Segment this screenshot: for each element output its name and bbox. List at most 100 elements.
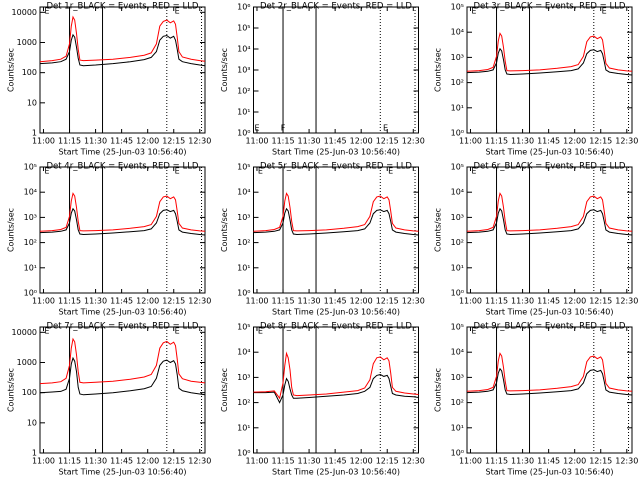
x-tick-label: 12:00	[136, 457, 159, 466]
x-tick-label: 12:00	[350, 137, 373, 146]
x-axis-label: Start Time (25-Jun-03 10:56:40)	[272, 148, 400, 157]
annotation: E	[258, 166, 263, 175]
x-tick-label: 11:30	[298, 297, 321, 306]
x-tick-label: 11:00	[245, 297, 268, 306]
x-tick-label: 11:45	[324, 457, 347, 466]
y-tick-label: 10000	[12, 328, 37, 337]
y-tick-label: 10¹	[451, 423, 464, 432]
y-tick-label: 10⁵	[451, 163, 464, 172]
series-line	[39, 337, 206, 385]
series-line	[253, 192, 419, 232]
y-axis-label: Counts/sec	[220, 208, 229, 252]
x-tick-label: 11:00	[459, 457, 482, 466]
x-tick-label: 12:00	[350, 297, 373, 306]
x-tick-label: 12:15	[589, 137, 612, 146]
annotation: E	[388, 326, 393, 335]
annotation: E	[471, 6, 476, 15]
x-tick-label: 12:30	[615, 137, 638, 146]
y-tick-label: 10⁰	[451, 449, 464, 458]
y-axis-label: Counts/sec	[7, 368, 16, 412]
series-line	[466, 352, 633, 392]
y-tick-label: 10⁰	[24, 289, 37, 298]
x-tick-label: 11:30	[298, 137, 321, 146]
annotation: E	[175, 327, 180, 336]
x-tick-label: 11:15	[485, 137, 508, 146]
y-tick-label: 10³	[451, 373, 464, 382]
y-tick-label: 10⁰	[237, 289, 250, 298]
x-tick-label: 12:00	[563, 297, 586, 306]
x-tick-label: 12:15	[376, 457, 399, 466]
y-tick-label: 100	[22, 68, 37, 77]
y-tick-label: 10⁴	[451, 188, 464, 197]
y-tick-label: 10⁴	[237, 188, 250, 197]
annotation: E	[602, 326, 607, 335]
y-axis-label: Counts/sec	[434, 48, 443, 92]
plot-frame	[253, 166, 419, 294]
plot-frame	[466, 166, 633, 294]
x-tick-label: 11:15	[271, 457, 294, 466]
x-axis-label: Start Time (25-Jun-03 10:56:40)	[59, 148, 187, 157]
annotation: E	[254, 124, 259, 133]
chart-title: Det 1r_BLACK = Events, RED = LLD	[47, 2, 199, 12]
y-tick-label: 10⁰	[451, 129, 464, 138]
plot-frame	[466, 326, 633, 454]
annotation: E	[602, 6, 607, 15]
x-tick-label: 11:30	[511, 137, 534, 146]
x-tick-label: 11:30	[511, 457, 534, 466]
chart-title: Det 5r_BLACK = Events, RED = LLD	[260, 162, 412, 172]
chart-title: Det 6r_BLACK = Events, RED = LLD	[474, 162, 626, 172]
y-tick-label: 100	[22, 388, 37, 397]
annotation: E	[44, 7, 49, 16]
y-tick-label: 10²	[24, 238, 37, 247]
plot-frame	[466, 6, 633, 134]
x-tick-label: 11:15	[271, 297, 294, 306]
y-tick-label: 1	[32, 449, 37, 458]
y-tick-label: 1	[32, 129, 37, 138]
y-axis-label: Counts/sec	[434, 368, 443, 412]
x-tick-label: 11:15	[271, 137, 294, 146]
series-line	[466, 367, 633, 396]
y-axis-label: Counts/sec	[7, 208, 16, 252]
series-line	[253, 207, 419, 236]
y-tick-label: 10	[27, 98, 37, 107]
x-tick-label: 12:00	[563, 457, 586, 466]
y-tick-label: 10²	[451, 238, 464, 247]
y-tick-label: 10⁴	[237, 45, 250, 54]
y-tick-label: 10²	[237, 87, 250, 96]
y-tick-label: 10¹	[237, 263, 250, 272]
y-tick-label: 10³	[237, 213, 250, 222]
x-tick-label: 11:00	[32, 137, 55, 146]
x-tick-label: 12:15	[589, 297, 612, 306]
x-tick-label: 11:45	[537, 137, 560, 146]
annotation: E	[471, 166, 476, 175]
x-tick-label: 12:15	[162, 137, 185, 146]
x-tick-label: 11:45	[324, 137, 347, 146]
annotation: E	[44, 327, 49, 336]
y-tick-label: 10³	[24, 213, 37, 222]
x-tick-label: 11:00	[245, 457, 268, 466]
chart-title: Det 7r_BLACK = Events, RED = LLD	[47, 322, 199, 332]
y-tick-label: 10¹	[451, 263, 464, 272]
y-tick-label: 10¹	[451, 103, 464, 112]
plot-frame	[253, 6, 419, 134]
x-tick-label: 11:15	[58, 297, 81, 306]
x-tick-label: 11:45	[110, 137, 133, 146]
y-tick-label: 1000	[17, 38, 37, 47]
y-tick-label: 10⁵	[237, 24, 250, 33]
y-tick-label: 10⁵	[237, 323, 250, 332]
chart-title: Det 3r_BLACK = Events, RED = LLD	[474, 2, 626, 12]
x-axis-label: Start Time (25-Jun-03 10:56:40)	[486, 308, 614, 317]
x-tick-label: 12:30	[402, 457, 425, 466]
x-tick-label: 12:30	[188, 297, 211, 306]
x-tick-label: 12:30	[188, 137, 211, 146]
annotation: E	[388, 166, 393, 175]
y-tick-label: 10⁰	[237, 129, 250, 138]
y-tick-label: 10³	[451, 53, 464, 62]
plot-frame	[39, 6, 206, 134]
x-tick-label: 11:15	[485, 297, 508, 306]
x-tick-label: 12:15	[162, 297, 185, 306]
x-tick-label: 11:30	[84, 137, 107, 146]
x-axis-label: Start Time (25-Jun-03 10:56:40)	[272, 308, 400, 317]
x-axis-label: Start Time (25-Jun-03 10:56:40)	[486, 468, 614, 477]
x-tick-label: 12:00	[350, 457, 373, 466]
